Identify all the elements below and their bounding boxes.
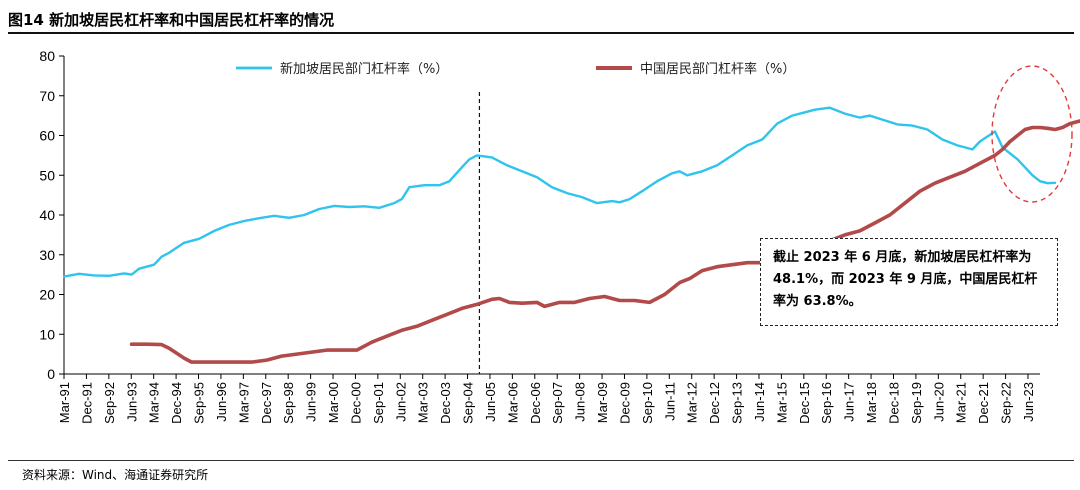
x-tick-label: Dec-09 xyxy=(617,382,632,424)
x-tick-label: Jun-20 xyxy=(931,382,946,422)
y-tick-label: 60 xyxy=(39,128,55,144)
x-tick-label: Sep-98 xyxy=(281,382,296,424)
x-tick-label: Mar-15 xyxy=(774,382,789,423)
x-tick-label: Mar-03 xyxy=(416,382,431,423)
highlight-circle xyxy=(991,65,1073,203)
x-tick-label: Sep-92 xyxy=(102,382,117,424)
x-tick-label: Jun-99 xyxy=(304,382,319,422)
y-tick-label: 80 xyxy=(39,48,55,64)
y-axis: 0 10 20 30 40 50 60 70 80 xyxy=(39,48,65,382)
x-tick-label: Mar-91 xyxy=(57,382,72,423)
x-tick-label: Sep-01 xyxy=(371,382,386,424)
x-tick-label: Mar-94 xyxy=(147,382,162,423)
x-tick-label: Jun-96 xyxy=(214,382,229,422)
x-tick-label: Jun-11 xyxy=(662,382,677,421)
x-tick-label: Dec-06 xyxy=(528,382,543,424)
x-tick-label: Sep-04 xyxy=(461,382,476,424)
x-tick-label: Mar-00 xyxy=(326,382,341,423)
x-tick-label: Mar-12 xyxy=(685,382,700,423)
series-line-china xyxy=(129,119,1080,364)
x-tick-label: Dec-94 xyxy=(169,382,184,424)
figure-title: 图14 新加坡居民杠杆率和中国居民杠杆率的情况 xyxy=(8,11,335,29)
legend-label: 中国居民部门杠杆率（%） xyxy=(640,61,795,77)
x-tick-label: Sep-10 xyxy=(640,382,655,424)
x-tick-label: Jun-17 xyxy=(842,382,857,422)
x-tick-label: Sep-19 xyxy=(909,382,924,424)
y-tick-label: 70 xyxy=(39,88,55,104)
y-tick-label: 10 xyxy=(39,326,55,342)
x-tick-label: Jun-23 xyxy=(1021,382,1036,422)
x-tick-label: Dec-18 xyxy=(886,382,901,424)
x-tick-label: Jun-05 xyxy=(483,382,498,422)
title-rule xyxy=(8,32,1074,34)
y-tick-label: 20 xyxy=(39,287,55,303)
x-axis: Mar-91 Dec-91 Sep-92 Jun-93 Mar-94 Dec-94 Sep-… xyxy=(57,373,1040,424)
x-tick-label: Jun-14 xyxy=(752,382,767,422)
source-note: 资料来源：Wind、海通证券研究所 xyxy=(22,468,209,482)
y-tick-label: 30 xyxy=(39,247,55,263)
x-tick-label: Dec-15 xyxy=(797,382,812,424)
y-tick-label: 50 xyxy=(39,167,55,183)
x-tick-label: Dec-12 xyxy=(707,382,722,424)
x-tick-label: Sep-07 xyxy=(550,382,565,424)
x-tick-label: Dec-21 xyxy=(976,382,991,424)
x-tick-label: Mar-09 xyxy=(595,382,610,423)
x-tick-label: Jun-08 xyxy=(573,382,588,422)
x-tick-label: Sep-16 xyxy=(819,382,834,424)
x-tick-label: Sep-95 xyxy=(192,382,207,424)
x-tick-label: Mar-18 xyxy=(864,382,879,423)
annotation-box: 截止 2023 年 6 月底，新加坡居民杠杆率为 48.1%，而 2023 年 … xyxy=(760,238,1058,326)
x-tick-label: Mar-21 xyxy=(954,382,969,423)
x-tick-label: Jun-93 xyxy=(124,382,139,422)
x-tick-label: Dec-03 xyxy=(438,382,453,424)
legend-label: 新加坡居民部门杠杆率（%） xyxy=(280,61,448,77)
y-tick-label: 0 xyxy=(47,366,55,382)
line-chart: 0 10 20 30 40 50 60 70 80 Mar-91 Dec-91 Sep-92 Jun-… xyxy=(39,48,1080,424)
x-tick-label: Sep-13 xyxy=(730,382,745,424)
series-lines xyxy=(62,106,1080,364)
y-tick-label: 40 xyxy=(39,207,55,223)
x-tick-label: Mar-06 xyxy=(505,382,520,423)
x-tick-label: Dec-00 xyxy=(348,382,363,424)
footer-rule xyxy=(8,460,1074,461)
x-tick-label: Jun-02 xyxy=(393,382,408,422)
series-line-singapore xyxy=(62,106,1057,278)
x-tick-label: Dec-91 xyxy=(79,382,94,424)
x-tick-label: Dec-97 xyxy=(259,382,274,424)
x-tick-label: Mar-97 xyxy=(236,382,251,423)
x-tick-label: Sep-22 xyxy=(999,382,1014,424)
legend: 新加坡居民部门杠杆率（%） 中国居民部门杠杆率（%） xyxy=(236,61,795,77)
